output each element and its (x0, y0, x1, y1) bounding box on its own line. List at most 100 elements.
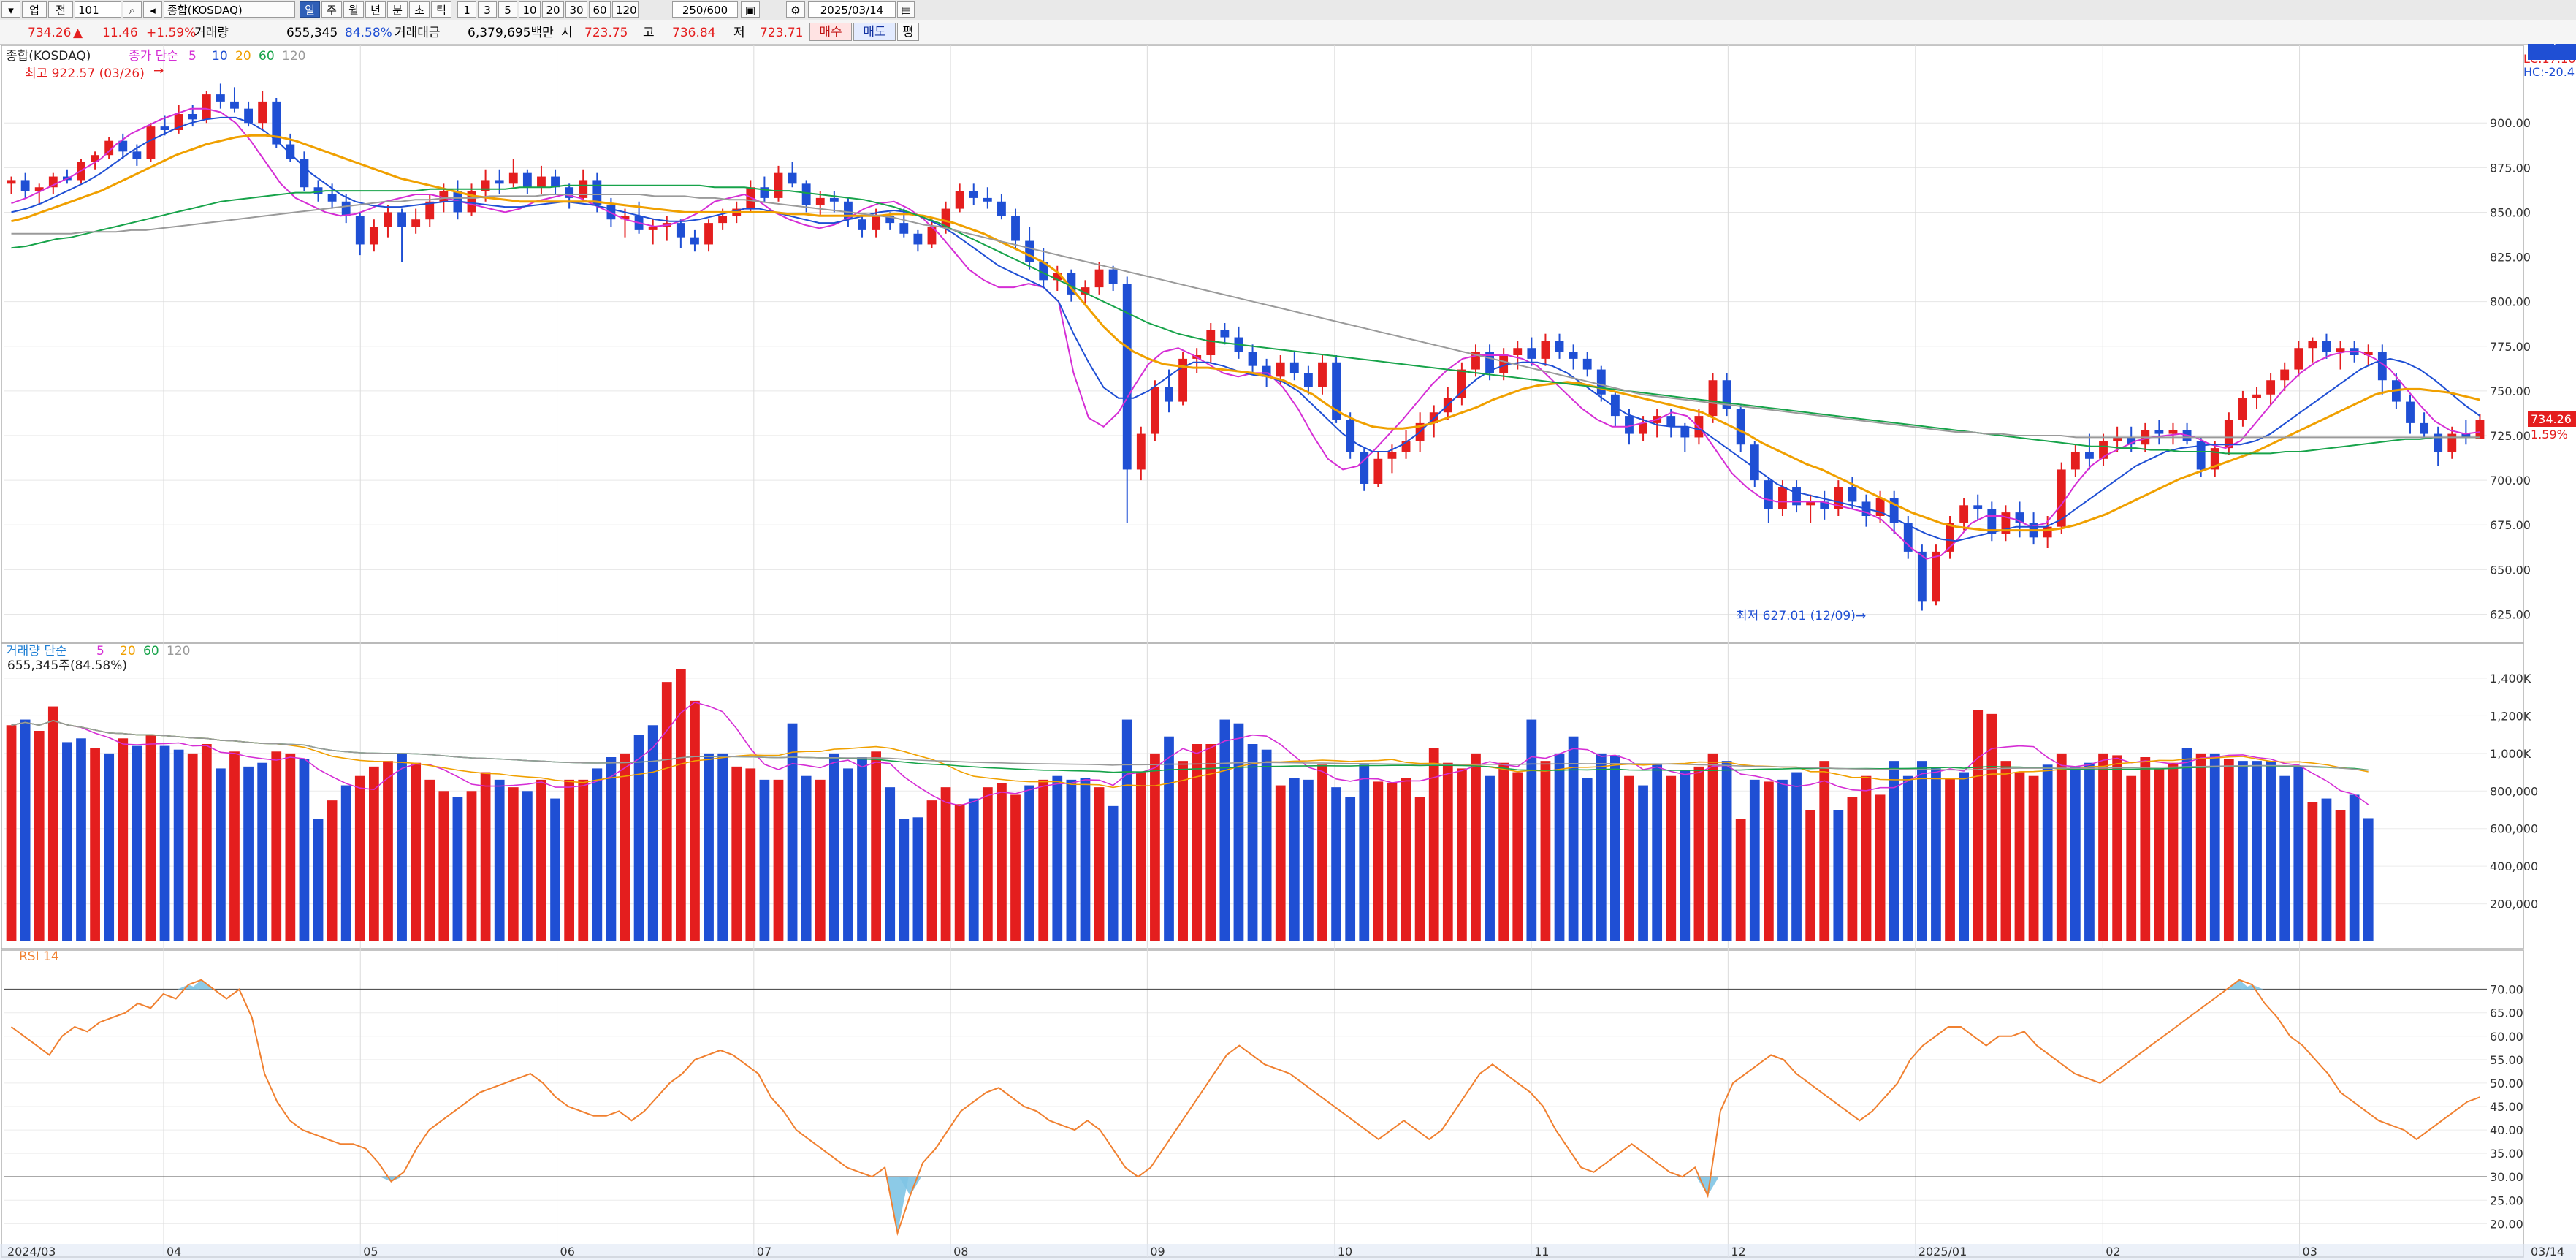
volume-bar (1973, 710, 1984, 941)
volume-bar (2181, 748, 2192, 941)
volume-bar (1861, 775, 1872, 941)
volume-bar (257, 762, 268, 941)
stock-chart[interactable]: 625.00 650.00 675.00 700.00 725.00 750.00 775.… (0, 44, 2576, 1260)
volume-bar (1261, 749, 1272, 941)
x-tick-label: 02 (2106, 1245, 2120, 1259)
volume-bar (229, 751, 240, 941)
bar-count-input[interactable]: 250/600 (672, 1, 738, 18)
x-tick-label: 09 (1150, 1245, 1165, 1259)
candle-body (1987, 509, 1997, 534)
volume-bar (968, 798, 979, 941)
volume-bar (899, 819, 910, 941)
volume-bar (828, 753, 839, 941)
interval-3-button[interactable]: 3 (478, 1, 497, 18)
price-tick-label: 850.00 (2490, 205, 2531, 219)
volume-bar (871, 751, 881, 941)
volume-bar (1192, 744, 1203, 941)
flat-button[interactable]: 평 (897, 23, 919, 41)
interval-1-button[interactable]: 1 (457, 1, 476, 18)
period-year-button[interactable]: 년 (365, 1, 386, 18)
candle-body (2154, 430, 2164, 434)
volume-bar (2014, 772, 2025, 941)
rsi-tick-label: 40.00 (2490, 1123, 2523, 1137)
interval-30-button[interactable]: 30 (565, 1, 587, 18)
candle-body (508, 172, 518, 184)
buy-button[interactable]: 매수 (809, 23, 852, 41)
volume-bar (173, 749, 184, 941)
scope-selector[interactable]: 전 (48, 1, 73, 18)
rsi-extreme-fill (2228, 979, 2251, 990)
candle-body (1569, 352, 1578, 359)
speaker-icon[interactable]: ◂ (143, 1, 162, 18)
period-second-button[interactable]: 초 (409, 1, 430, 18)
candle-body (425, 201, 435, 220)
period-day-button[interactable]: 일 (300, 1, 320, 18)
rsi-extreme-fill (2241, 984, 2263, 990)
candle-body (858, 219, 866, 230)
volume-bar (815, 779, 826, 941)
interval-120-button[interactable]: 120 (612, 1, 639, 18)
volume-bar (397, 753, 407, 941)
rsi-tick-label: 30.00 (2490, 1170, 2523, 1184)
volume-bar (1024, 785, 1034, 941)
period-week-button[interactable]: 주 (321, 1, 342, 18)
save-icon[interactable]: ▣ (741, 1, 760, 18)
volume-bar (1414, 797, 1425, 941)
interval-20-button[interactable]: 20 (542, 1, 564, 18)
dropdown-icon[interactable]: ▾ (1, 1, 20, 18)
volume-bar (2056, 753, 2067, 941)
volume-bar (661, 682, 672, 941)
candle-body (2322, 341, 2331, 352)
volume-bar (1777, 779, 1788, 941)
candle-body (2085, 452, 2094, 459)
volume-bar (912, 817, 923, 941)
volume-bar (1289, 778, 1300, 941)
code-input[interactable]: 101 (75, 1, 121, 18)
volume-bar (2126, 775, 2137, 941)
volume-pane (6, 669, 2374, 941)
search-icon[interactable]: ⌕ (123, 1, 142, 18)
calendar-icon[interactable]: ▤ (897, 1, 915, 18)
amount-label: 거래대금 (395, 26, 441, 40)
up-arrow-icon: ▲ (73, 26, 83, 40)
volume-bar (118, 738, 129, 941)
interval-10-button[interactable]: 10 (519, 1, 541, 18)
candle-body (522, 172, 532, 188)
candle-body (1220, 330, 1230, 338)
volume-bar (1847, 797, 1858, 941)
sell-button[interactable]: 매도 (853, 23, 896, 41)
candle-body (1039, 262, 1048, 281)
interval-5-button[interactable]: 5 (498, 1, 517, 18)
volume-ratio: 84.58% (345, 26, 392, 40)
candle-body (2308, 341, 2317, 349)
volume-bar (480, 772, 491, 941)
volume-ma-line (11, 720, 2369, 789)
period-tick-button[interactable]: 틱 (431, 1, 451, 18)
interval-60-button[interactable]: 60 (589, 1, 611, 18)
price-change: 11.46 (102, 26, 138, 40)
rsi-line (10, 979, 2480, 1237)
candle-body (620, 216, 630, 220)
settings-icon[interactable]: ⚙ (786, 1, 805, 18)
candle-body (1959, 505, 1969, 523)
rsi-pane (4, 979, 2487, 1237)
volume-bar (1791, 772, 1802, 941)
period-minute-button[interactable]: 분 (387, 1, 408, 18)
volume-bar (690, 700, 700, 941)
volume-bar (1094, 787, 1105, 941)
period-month-button[interactable]: 월 (343, 1, 364, 18)
candle-body (2001, 512, 2011, 534)
last-volume-label: 655,345 (2531, 44, 2576, 47)
volume-bar (1401, 778, 1411, 941)
volume-bar (20, 719, 31, 941)
candle-body (1946, 523, 1954, 552)
volume-bar (1526, 719, 1537, 941)
volume-bar (424, 779, 435, 941)
x-tick-label: 11 (1534, 1245, 1549, 1259)
candle-body (1625, 416, 1634, 434)
ma-legend-period: 20 (235, 49, 251, 64)
date-input[interactable]: 2025/03/14 (808, 1, 896, 18)
candle-body (327, 194, 337, 202)
market-selector[interactable]: 업 (22, 1, 47, 18)
volume-bar (2223, 759, 2234, 941)
